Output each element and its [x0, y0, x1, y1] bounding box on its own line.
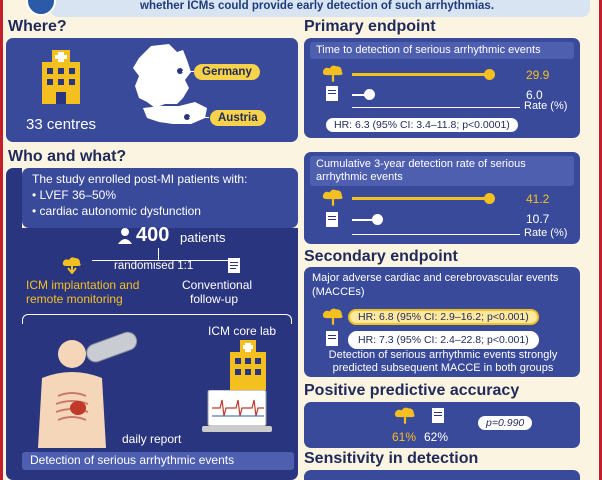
laptop-ecg-icon — [202, 390, 272, 434]
austria-marker — [184, 114, 190, 120]
primary-conv-value: 6.0 — [526, 88, 543, 102]
cumulative-conv-dot — [372, 214, 383, 225]
country-tag-austria: Austria — [210, 110, 266, 126]
document-icon — [432, 408, 444, 423]
core-lab-hospital-icon — [228, 340, 268, 390]
where-title: Where? — [8, 18, 67, 35]
cumulative-panel: Cumulative 3-year detection rate of seri… — [304, 152, 580, 244]
cumulative-conv-bar — [352, 219, 374, 221]
patients-label: patients — [180, 230, 226, 245]
document-icon — [326, 212, 338, 227]
who-body-panel: 400 patients randomised 1:1 ICM implanta… — [22, 224, 298, 480]
banner-text: whether ICMs could provide early detecti… — [140, 0, 495, 12]
arm-conv-line1: Conventional — [182, 278, 253, 292]
cumulative-icm-dot — [484, 193, 495, 204]
arm-icm-line2: remote monitoring — [26, 292, 123, 306]
criteria-item-autonomic: • cardiac autonomic dysfunction — [32, 204, 201, 218]
randomised-label: randomised 1:1 — [114, 260, 194, 272]
daily-report-label: daily report — [122, 432, 182, 446]
document-icon — [326, 86, 338, 101]
secondary-hr-conv: HR: 7.3 (95% CI: 2.4–22.8; p<0.001) — [348, 331, 539, 349]
tree-stem — [158, 248, 159, 260]
primary-icm-bar — [352, 73, 488, 76]
primary-rate-label: Rate (%) — [524, 100, 568, 112]
primary-conv-dot — [364, 89, 375, 100]
icm-cloud-icon — [394, 406, 416, 426]
primary-panel: Time to detection of serious arrhythmic … — [304, 38, 580, 138]
core-lab-label: ICM core lab — [208, 324, 277, 338]
secondary-title: Secondary endpoint — [304, 248, 458, 265]
bracket — [22, 314, 292, 324]
icm-cloud-icon — [322, 64, 344, 84]
primary-axis — [352, 107, 520, 108]
patients-number: 400 — [136, 224, 170, 246]
sensitivity-panel — [304, 470, 580, 480]
icm-device-icon — [82, 328, 142, 368]
ppa-panel: 61% 62% p=0.990 — [304, 402, 580, 448]
centres-count: 33 centres — [26, 116, 97, 133]
tree-branch — [92, 260, 232, 261]
cumulative-rate-label: Rate (%) — [524, 227, 568, 239]
document-icon — [326, 331, 338, 346]
ppa-conv-value: 62% — [424, 430, 449, 444]
patient-body-icon — [32, 338, 132, 448]
who-title: Who and what? — [8, 148, 127, 165]
cumulative-label: Cumulative 3-year detection rate of seri… — [310, 156, 574, 186]
country-tag-germany: Germany — [194, 64, 260, 80]
secondary-note: Detection of serious arrhythmic events s… — [328, 349, 558, 374]
secondary-hr-icm: HR: 6.8 (95% CI: 2.9–16.2; p<0.001) — [348, 309, 539, 325]
cumulative-icm-bar — [352, 197, 488, 200]
cumulative-icm-value: 41.2 — [526, 192, 550, 206]
cumulative-conv-value: 10.7 — [526, 212, 550, 226]
ppa-p-value: p=0.990 — [478, 416, 533, 430]
who-intro: The study enrolled post-MI patients with… — [32, 172, 248, 186]
arm-conv-line2: follow-up — [190, 292, 239, 306]
cumulative-axis — [352, 234, 520, 235]
top-banner: whether ICMs could provide early detecti… — [50, 0, 590, 17]
primary-label: Time to detection of serious arrhythmic … — [310, 42, 574, 59]
germany-marker — [177, 68, 183, 74]
icm-cloud-icon — [322, 307, 344, 327]
who-side-panel — [6, 168, 22, 480]
primary-title: Primary endpoint — [304, 18, 436, 35]
secondary-label: Major adverse cardiac and cerebrovascula… — [312, 272, 559, 298]
sensitivity-title: Sensitivity in detection — [304, 450, 479, 467]
icm-cloud-icon — [322, 188, 344, 208]
patients-icon — [118, 228, 132, 244]
detection-label: Detection of serious arrhythmic events — [30, 453, 235, 467]
document-icon — [228, 258, 240, 273]
ppa-title: Positive predictive accuracy — [304, 382, 520, 399]
hospital-icon — [38, 48, 84, 104]
primary-icm-value: 29.9 — [526, 68, 550, 82]
primary-icm-dot — [484, 69, 495, 80]
ppa-icm-value: 61% — [392, 430, 417, 444]
icm-cloud-icon — [62, 256, 82, 274]
map-germany-austria-icon — [121, 42, 211, 138]
where-panel: 33 centres Germany Austria — [6, 38, 298, 142]
secondary-panel: Major adverse cardiac and cerebrovascula… — [304, 267, 580, 377]
austria-connector — [189, 117, 209, 118]
criteria-item-lvef: • LVEF 36–50% — [32, 188, 117, 202]
primary-hr-pill: HR: 6.3 (95% CI: 3.4–11.8; p<0.0001) — [326, 118, 518, 132]
who-criteria-panel: The study enrolled post-MI patients with… — [22, 168, 298, 228]
arm-icm-line1: ICM implantation and — [26, 278, 140, 292]
detection-bar: Detection of serious arrhythmic events — [22, 452, 294, 470]
primary-conv-bar — [352, 94, 366, 96]
germany-connector — [182, 71, 196, 72]
